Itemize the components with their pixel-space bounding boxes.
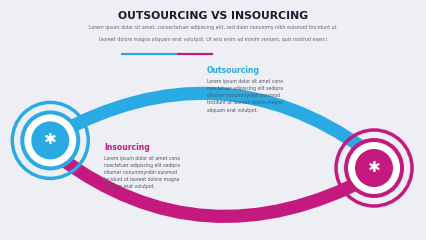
Text: ✱: ✱: [44, 132, 57, 147]
Circle shape: [24, 114, 76, 166]
Text: ✱: ✱: [368, 160, 380, 174]
Text: Lorem ipsum dolor sit amet cona
nsectetuer adipiscing elit sedipra
idiomar nonum: Lorem ipsum dolor sit amet cona nsectetu…: [207, 79, 282, 113]
Text: laoreet dolore magna aliquam erat volutpot. Ut wisi enim ad minim veniam, quis n: laoreet dolore magna aliquam erat volutp…: [99, 37, 327, 42]
Circle shape: [31, 121, 69, 159]
Circle shape: [348, 142, 400, 194]
Text: OUTSOURCING VS INSOURCING: OUTSOURCING VS INSOURCING: [118, 11, 308, 21]
Circle shape: [344, 138, 404, 198]
Text: Lorem ipsum dolor sit amet cona
nsectetuer adipiscing elit sedipra
idiomar nonum: Lorem ipsum dolor sit amet cona nsectetu…: [104, 156, 180, 189]
Text: Insourcing: Insourcing: [104, 143, 150, 152]
Circle shape: [20, 110, 80, 170]
Text: Lorem ipsum dolor sit amet, consectetuer adipiscing elit, sed diam nonummy nibh : Lorem ipsum dolor sit amet, consectetuer…: [89, 25, 337, 30]
Text: Outsourcing: Outsourcing: [207, 66, 259, 75]
Circle shape: [355, 149, 393, 187]
